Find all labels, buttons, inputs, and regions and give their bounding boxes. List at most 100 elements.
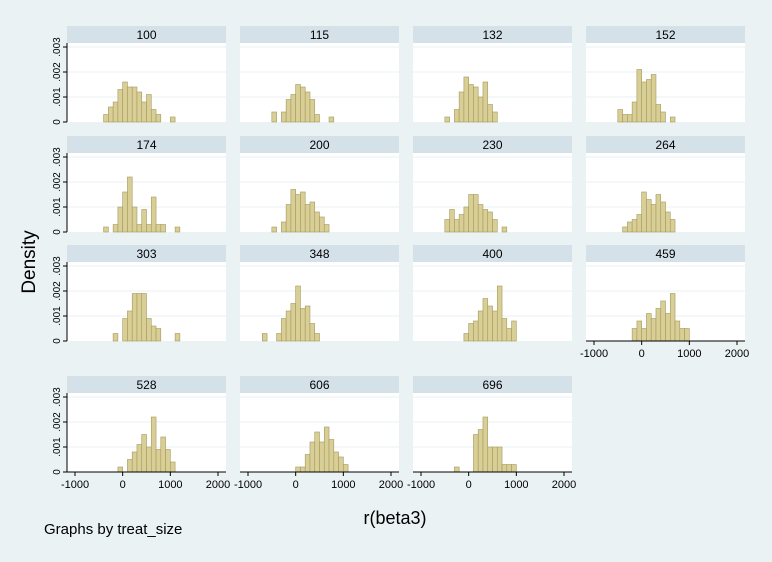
histogram-bar bbox=[458, 214, 465, 233]
histogram-bar bbox=[650, 204, 657, 233]
histogram-bar bbox=[463, 206, 469, 233]
histogram-bar bbox=[150, 325, 157, 342]
panel-strip bbox=[67, 376, 226, 393]
histogram-bar bbox=[314, 211, 320, 233]
histogram-bar bbox=[131, 293, 138, 342]
histogram-bar bbox=[449, 209, 455, 233]
histogram-bar bbox=[122, 191, 128, 233]
histogram-bar bbox=[333, 451, 339, 473]
x-tick-label: -1000 bbox=[407, 479, 435, 491]
histogram-bar bbox=[660, 300, 666, 342]
histogram-bar bbox=[127, 86, 133, 123]
panel-459: 459 -1000 0 1000 2000 bbox=[580, 245, 749, 360]
y-tick-label: .002 bbox=[52, 62, 63, 82]
panel-strip bbox=[67, 245, 226, 262]
histogram-bar bbox=[122, 318, 128, 342]
histogram-bar bbox=[617, 109, 623, 123]
panel-strip bbox=[413, 245, 572, 262]
histogram-bar bbox=[665, 211, 671, 233]
histogram-bar bbox=[454, 466, 460, 473]
histogram-bar bbox=[112, 101, 119, 123]
panel-230: 230 bbox=[413, 136, 572, 233]
histogram-bar bbox=[482, 209, 489, 233]
panel-264: 264 bbox=[586, 136, 745, 233]
histogram-bar bbox=[655, 104, 662, 123]
histogram-bar bbox=[679, 328, 685, 342]
histogram-bar bbox=[160, 224, 166, 233]
histogram-bar bbox=[458, 91, 465, 123]
y-tick-label: .001 bbox=[52, 306, 63, 326]
panel-400: 400 bbox=[413, 245, 572, 342]
panel-title: 606 bbox=[309, 378, 329, 392]
panel-152: 152 bbox=[586, 26, 745, 123]
histogram-bar bbox=[631, 219, 638, 233]
histogram-bar bbox=[631, 328, 638, 342]
panel-115: 115 bbox=[240, 26, 399, 123]
x-tick-label: 2000 bbox=[552, 479, 576, 491]
histogram-bar bbox=[444, 116, 450, 123]
histogram-bar bbox=[136, 293, 143, 342]
histogram-bar bbox=[150, 416, 157, 473]
histogram-bar bbox=[646, 199, 652, 233]
histogram-bar bbox=[112, 333, 119, 342]
histogram-bar bbox=[146, 318, 152, 342]
panel-title: 459 bbox=[655, 247, 675, 261]
histogram-bar bbox=[103, 114, 109, 123]
histogram-bar bbox=[281, 221, 287, 233]
histogram-bar bbox=[511, 464, 517, 473]
histogram-bar bbox=[473, 86, 479, 123]
histogram-bar bbox=[155, 224, 162, 233]
histogram-bar bbox=[482, 298, 489, 342]
histogram-bar bbox=[622, 114, 628, 123]
histogram-bar bbox=[650, 318, 657, 342]
histogram-bar bbox=[454, 109, 460, 123]
histogram-bar bbox=[501, 318, 508, 342]
histogram-bar bbox=[641, 81, 647, 123]
histogram-bar bbox=[146, 224, 152, 233]
panel-title: 303 bbox=[136, 247, 156, 261]
histogram-bar bbox=[627, 114, 633, 123]
y-tick-label: .003 bbox=[52, 387, 63, 407]
histogram-bar bbox=[131, 86, 138, 123]
panel-title: 348 bbox=[309, 247, 329, 261]
histogram-bar bbox=[492, 446, 498, 473]
histogram-bar bbox=[300, 466, 306, 473]
histogram-bar bbox=[492, 219, 498, 233]
histogram-bar bbox=[468, 323, 474, 342]
histogram-bar bbox=[108, 106, 114, 123]
x-tick-label: 2000 bbox=[206, 479, 230, 491]
histogram-bar bbox=[300, 191, 306, 233]
histogram-bar bbox=[477, 204, 484, 233]
histogram-bar bbox=[487, 446, 493, 473]
panel-strip bbox=[413, 26, 572, 43]
histogram-bar bbox=[136, 444, 143, 473]
panel-528: 528 0 .001 .002 .003 -1000 0 1000 2000 bbox=[52, 376, 230, 491]
y-tick-label: .003 bbox=[52, 256, 63, 276]
histogram-bar bbox=[174, 333, 181, 342]
histogram-bar bbox=[150, 196, 157, 233]
x-tick-label: 1000 bbox=[158, 479, 182, 491]
x-tick-label: -1000 bbox=[61, 479, 89, 491]
histogram-bar bbox=[136, 91, 143, 123]
histogram-bar bbox=[477, 310, 484, 342]
graph-by-note: Graphs by treat_size bbox=[44, 521, 183, 538]
histogram-bar bbox=[473, 320, 479, 342]
histogram-bar bbox=[117, 89, 123, 123]
y-tick-label: 0 bbox=[52, 338, 63, 344]
histogram-bar bbox=[463, 76, 469, 123]
histogram-bar bbox=[309, 323, 316, 342]
panel-title: 200 bbox=[309, 138, 329, 152]
x-axis-title: r(beta3) bbox=[363, 508, 427, 528]
histogram-bar bbox=[646, 313, 652, 342]
histogram-bar bbox=[290, 94, 296, 123]
histogram-bar bbox=[103, 226, 109, 233]
histogram-bar bbox=[295, 194, 301, 233]
histogram-bar bbox=[343, 464, 349, 473]
histogram-bar bbox=[117, 206, 123, 233]
histogram-bar bbox=[127, 459, 133, 473]
histogram-bar bbox=[127, 310, 133, 342]
panel-title: 696 bbox=[482, 378, 502, 392]
y-axis-title: Density bbox=[19, 230, 40, 294]
histogram-bar bbox=[261, 333, 268, 342]
y-tick-label: .001 bbox=[52, 87, 63, 107]
